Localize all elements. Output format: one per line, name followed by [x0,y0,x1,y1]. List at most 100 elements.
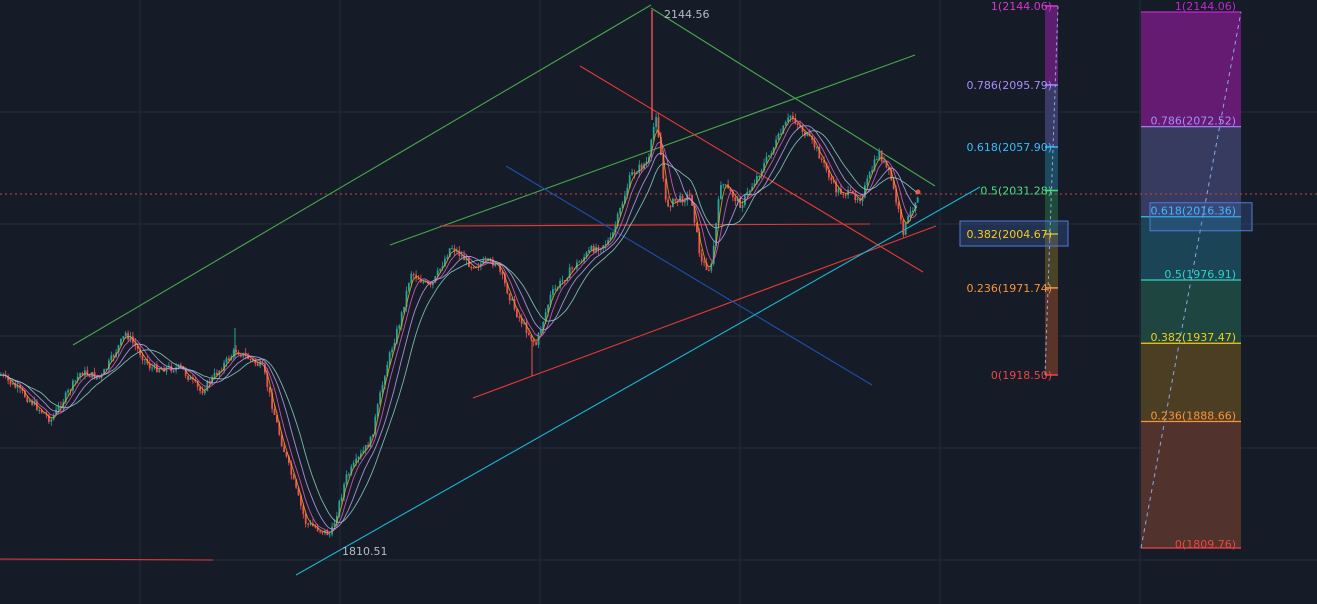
candle-body-32 [76,376,79,381]
candle-body-287 [688,194,691,196]
fib-left[interactable] [959,5,1069,376]
fib-right-diagonal [1140,11,1242,549]
candle-body-124 [297,487,300,496]
fib-right-label-0.5: 0.5(1976.91) [1164,268,1236,281]
candle-body-323 [775,139,777,148]
candles [0,10,921,538]
candle-body-176 [422,281,425,283]
candle-body-186 [446,256,449,259]
candle-body-350 [840,188,842,194]
candle-body-272 [652,126,655,140]
candle-body-153 [367,444,369,448]
candle-body-300 [720,185,722,200]
fib-right-band-0.382 [1141,343,1241,422]
candle-body-169 [405,290,408,307]
candle-body-129 [309,523,312,525]
fib-left-band-0.786 [1045,84,1058,147]
candle-body-104 [249,359,252,361]
candle-body-326 [782,125,785,134]
candle-body-226 [542,321,545,331]
candle-body-234 [561,280,564,282]
candle-body-151 [362,450,365,454]
candle-body-285 [684,200,686,203]
candle-body-78 [187,375,189,380]
candle-body-339 [813,139,816,148]
candle-body-217 [520,317,523,324]
cyan-trend [295,186,981,576]
candle-body-313 [751,186,753,191]
red-rising [472,225,937,399]
candle-body-334 [801,126,804,132]
candle-body-11 [26,397,29,402]
candle-body-309 [741,205,744,208]
candle-body-241 [578,261,581,263]
candle-body-296 [710,263,713,271]
candle-body-364 [873,159,876,171]
candle-body-262 [628,175,631,188]
fib-left-label-0.5: 0.5(2031.28) [980,185,1052,198]
candle-body-63 [151,367,153,369]
candle-body-357 [856,198,859,201]
trendlines[interactable] [0,4,1317,576]
candle-body-216 [518,317,521,319]
fib-right-label-0.382: 0.382(1937.47) [1150,331,1236,344]
fib-right-label-0.786: 0.786(2072.52) [1150,115,1236,128]
candle-body-379 [909,211,912,217]
candle-body-377 [904,222,907,235]
candle-body-132 [316,527,319,531]
fib-left-band-0.618 [1045,146,1058,191]
candle-body-179 [429,283,432,286]
candle-body-98 [235,349,237,353]
candle-body-155 [372,434,374,437]
fib-right-label-0: 0(1809.76) [1175,538,1236,551]
candle-body-54 [129,336,132,340]
last-price-dot [915,189,921,195]
candle-body-340 [816,147,818,149]
candle-body-206 [494,264,497,266]
candle-body-310 [744,195,746,206]
candle-body-235 [564,280,566,282]
candle-body-284 [681,195,684,203]
candle-body-279 [669,206,672,208]
candle-body-317 [760,170,763,177]
candle-body-292 [700,253,703,262]
candle-body-21 [50,419,53,422]
price-labels: 2144.56 1810.51 [342,8,710,558]
candle-body-171 [410,273,413,284]
candle-body-251 [602,245,605,249]
candle-body-66 [158,369,161,372]
high-price-label: 2144.56 [664,8,710,21]
candle-body-286 [686,194,689,201]
candle-body-205 [492,259,494,266]
candle-body-252 [604,244,607,246]
candle-body-145 [348,474,350,476]
candle-body-197 [472,267,475,269]
candle-body-150 [360,453,362,457]
candle-body-322 [772,147,775,154]
candle-body-160 [384,376,386,385]
candle-body-191 [458,250,461,256]
candle-body-266 [638,164,641,174]
candle-body-174 [417,278,420,280]
candle-body-94 [225,358,228,363]
fib-left-band-0.5 [1045,190,1058,235]
fib-right[interactable] [1140,11,1253,549]
candle-body-362 [868,172,871,179]
candle-body-348 [835,181,837,193]
candle-body-33 [79,373,81,377]
candle-body-62 [148,363,151,369]
red-horizontal [439,223,871,227]
candle-body-24 [57,406,60,410]
candle-body-327 [784,122,787,126]
candle-body-319 [765,156,768,164]
candle-body-297 [712,245,715,264]
candle-body-107 [256,363,259,366]
candle-body-371 [890,169,893,180]
candle-body-77 [184,369,187,376]
candle-body-5 [12,383,14,385]
candle-body-16 [38,409,41,411]
candle-body-351 [842,193,845,195]
candle-body-298 [715,223,717,246]
